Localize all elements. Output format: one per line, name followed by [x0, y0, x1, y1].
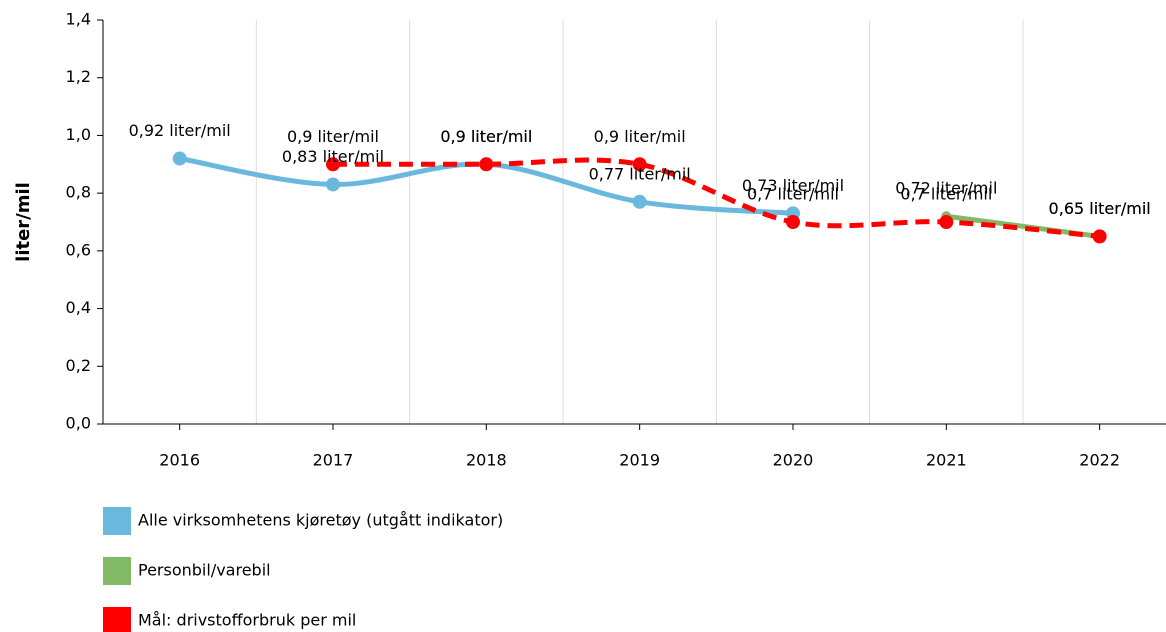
data-point: [632, 157, 647, 172]
y-axis-label: liter/mil: [13, 182, 34, 262]
data-point: [325, 157, 340, 172]
data-label: 0,9 liter/mil: [440, 127, 532, 146]
y-tick-label: 1,0: [66, 125, 91, 144]
data-point: [325, 177, 340, 192]
data-label: 0,73 liter/mil: [742, 176, 844, 195]
series-line: [332, 157, 1100, 239]
data-point: [479, 157, 494, 172]
x-tick-label: 2019: [619, 451, 660, 470]
data-point: [1092, 229, 1107, 244]
legend-swatch: [103, 507, 131, 535]
legend-label: Alle virksomhetens kjøretøy (utgått indi…: [138, 511, 503, 530]
x-tick-label: 2018: [466, 451, 507, 470]
y-tick-label: 0,4: [66, 298, 91, 317]
data-label: 0,65 liter/mil: [1049, 199, 1151, 218]
data-label: 0,65 liter/mil: [1049, 199, 1151, 218]
data-point: [785, 215, 800, 229]
x-tick-label: 2016: [159, 451, 200, 470]
legend-label: Mål: drivstofforbruk per mil: [138, 611, 356, 630]
x-tick-label: 2022: [1079, 451, 1120, 470]
y-tick-label: 0,8: [66, 183, 91, 202]
data-point: [939, 215, 954, 229]
y-tick-label: 0,0: [66, 414, 91, 433]
x-tick-label: 2017: [313, 451, 354, 470]
data-label: 0,77 liter/mil: [589, 164, 691, 183]
data-label: 0,9 liter/mil: [594, 127, 686, 146]
data-point: [632, 194, 647, 209]
y-tick-label: 1,4: [66, 10, 91, 29]
y-tick-label: 0,2: [66, 356, 91, 375]
data-label: 0,72 liter/mil: [895, 179, 997, 198]
data-label: 0,7 liter/mil: [747, 185, 839, 204]
data-label: 0,83 liter/mil: [282, 147, 384, 166]
x-tick-label: 2020: [773, 451, 814, 470]
legend-swatch: [103, 607, 131, 632]
data-label: 0,92 liter/mil: [129, 121, 231, 140]
x-tick-label: 2021: [926, 451, 967, 470]
series-line: [943, 213, 1103, 239]
data-label: 0,7 liter/mil: [900, 185, 992, 204]
legend-swatch: [103, 557, 131, 585]
data-point: [172, 151, 187, 166]
data-label: 0,9 liter/mil: [440, 127, 532, 146]
y-tick-label: 0,6: [66, 240, 91, 259]
y-tick-label: 1,2: [66, 67, 91, 86]
legend-label: Personbil/varebil: [138, 561, 271, 580]
data-label: 0,9 liter/mil: [287, 127, 379, 146]
